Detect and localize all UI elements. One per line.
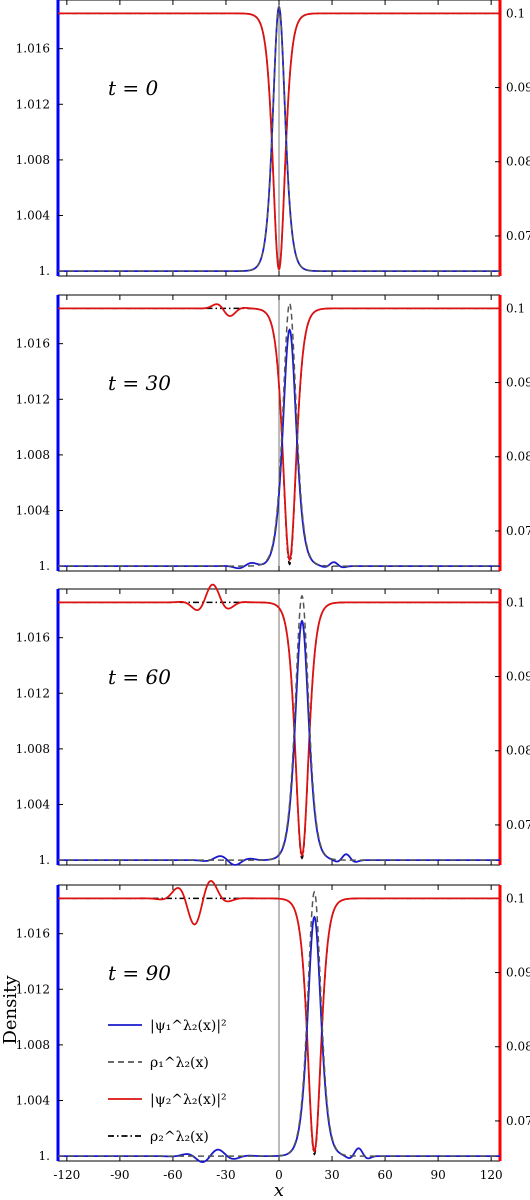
- right-tick-label: 0.09: [506, 81, 530, 95]
- legend-label: |ψ₁^λ₂(x)|²: [150, 1018, 227, 1034]
- right-tick-label: 0.1: [506, 301, 525, 315]
- panel-3: 1. 1.004 1.008 1.012 1.016 0.07 0.08 0.09 0.1 t =…: [16, 583, 530, 867]
- x-tick-label: 60: [377, 1168, 392, 1182]
- right-tick-label: 0.07: [506, 524, 530, 538]
- legend-label: |ψ₂^λ₂(x)|²: [150, 1092, 227, 1108]
- right-tick-label: 0.08: [506, 155, 530, 169]
- left-tick-label: 1.012: [16, 686, 50, 700]
- left-tick-label: 1.008: [16, 1038, 50, 1052]
- series-psi2: [58, 12, 500, 272]
- right-tick-label: 0.07: [506, 818, 530, 832]
- right-tick-label: 0.09: [506, 376, 530, 390]
- right-tick-label: 0.08: [506, 450, 530, 464]
- left-tick-label: 1.008: [16, 742, 50, 756]
- right-tick-label: 0.1: [506, 595, 525, 609]
- x-tick-label: -90: [110, 1168, 129, 1182]
- series-rho1: [58, 594, 500, 861]
- x-tick-label: 120: [480, 1168, 503, 1182]
- left-tick-label: 1.004: [16, 1094, 51, 1108]
- time-label: t = 90: [108, 961, 171, 985]
- time-label: t = 0: [108, 76, 159, 100]
- left-tick-label: 1.004: [16, 798, 51, 812]
- left-tick-label: 1.004: [16, 504, 51, 518]
- legend-label: ρ₁^λ₂(x): [150, 1055, 209, 1071]
- panel-2: 1. 1.004 1.008 1.012 1.016 0.07 0.08 0.09 0.1 t =…: [16, 294, 530, 573]
- legend-label: ρ₂^λ₂(x): [150, 1129, 209, 1145]
- right-tick-label: 0.1: [506, 6, 525, 20]
- left-tick-label: 1.: [39, 264, 50, 278]
- left-tick-label: 1.008: [16, 153, 50, 167]
- x-tick-label: -30: [216, 1168, 235, 1182]
- left-tick-label: 1.012: [16, 392, 50, 406]
- legend: |ψ₁^λ₂(x)|² ρ₁^λ₂(x) |ψ₂^λ₂(x)|² ρ₂^λ₂(x): [108, 1018, 227, 1145]
- right-tick-label: 0.09: [506, 966, 530, 980]
- right-tick-label: 0.07: [506, 229, 530, 243]
- x-tick-label: -120: [53, 1168, 80, 1182]
- series-rho1: [58, 5, 500, 272]
- right-tick-label: 0.1: [506, 891, 525, 905]
- x-tick-label: 90: [430, 1168, 445, 1182]
- x-tick-labels: -120 -90 -60 -30 0 30 60 90 120: [53, 1168, 502, 1182]
- left-tick-label: 1.: [39, 1149, 50, 1163]
- left-tick-label: 1.008: [16, 448, 50, 462]
- series-psi2: [58, 583, 500, 857]
- left-tick-label: 1.012: [16, 982, 50, 996]
- left-tick-label: 1.016: [16, 42, 50, 56]
- x-tick-label: -60: [163, 1168, 182, 1182]
- left-tick-label: 1.016: [16, 631, 50, 645]
- x-tick-label: 0: [275, 1168, 283, 1182]
- time-label: t = 30: [108, 371, 171, 395]
- series-psi2: [58, 880, 500, 1153]
- x-axis-title: x: [274, 1180, 284, 1200]
- right-tick-label: 0.09: [506, 670, 530, 684]
- left-tick-label: 1.016: [16, 927, 50, 941]
- series-rho1: [58, 890, 500, 1157]
- right-tick-label: 0.07: [506, 1114, 530, 1128]
- left-tick-label: 1.: [39, 853, 50, 867]
- panel-1: 1. 1.004 1.008 1.012 1.016 0.07 0.08 0.09 0.1 t =…: [16, 0, 530, 278]
- right-tick-label: 0.08: [506, 744, 530, 758]
- y-axis-title: Density: [0, 975, 21, 1045]
- left-tick-label: 1.: [39, 559, 50, 573]
- left-tick-label: 1.012: [16, 97, 50, 111]
- right-tick-label: 0.08: [506, 1040, 530, 1054]
- left-tick-label: 1.004: [16, 209, 51, 223]
- panels: 1. 1.004 1.008 1.012 1.016 0.07 0.08 0.09 0.1 t =…: [16, 0, 530, 1182]
- panel-4: 1. 1.004 1.008 1.012 1.016 0.07 0.08 0.09 0.1 t =…: [16, 880, 530, 1163]
- series-psi2: [58, 303, 500, 562]
- time-label: t = 60: [108, 665, 171, 689]
- series-rho1: [58, 301, 500, 567]
- left-tick-label: 1.016: [16, 337, 50, 351]
- x-tick-label: 30: [324, 1168, 339, 1182]
